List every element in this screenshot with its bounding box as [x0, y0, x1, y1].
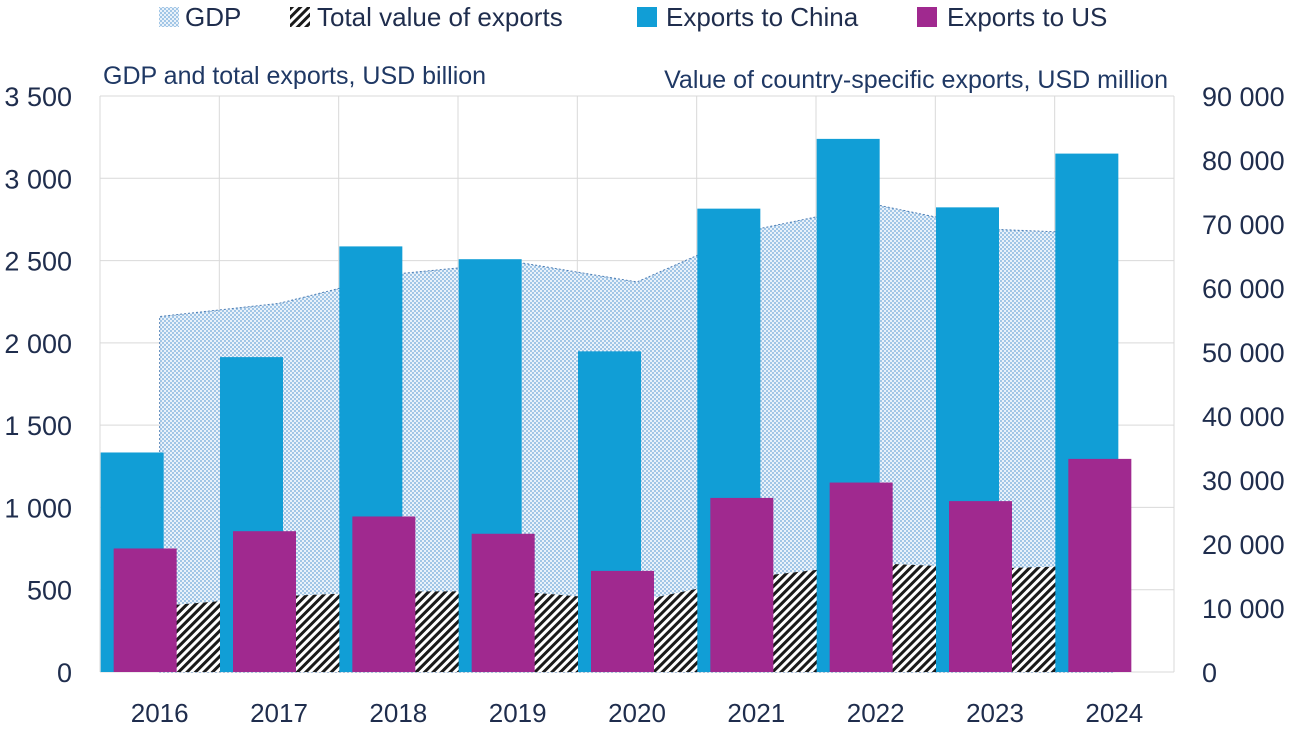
left-axis-title: GDP and total exports, USD billion: [103, 62, 486, 90]
bar-exports-us: [233, 531, 296, 672]
legend-swatch-gdp: [159, 7, 179, 27]
right-axis-ticks: 0 10 000 20 000 30 000 40 000 50 000 60 000 70 …: [1202, 82, 1285, 688]
legend-label-total-exports: Total value of exports: [317, 2, 563, 32]
right-tick-label: 50 000: [1202, 338, 1285, 368]
left-tick-label: 2 500: [4, 247, 72, 277]
legend-item-gdp: GDP: [159, 2, 241, 32]
right-tick-label: 10 000: [1202, 594, 1285, 624]
x-tick-label: 2019: [489, 698, 547, 728]
left-tick-label: 0: [57, 658, 72, 688]
x-axis-ticks: 2016 2017 2018 2019 2020 2021 2022 2023 2024: [131, 698, 1144, 728]
legend-label-exports-china: Exports to China: [666, 2, 859, 32]
x-tick-label: 2021: [727, 698, 785, 728]
legend-item-exports-china: Exports to China: [637, 2, 859, 32]
x-tick-label: 2020: [608, 698, 666, 728]
bar-exports-us: [829, 482, 893, 672]
bar-exports-us: [1068, 458, 1132, 672]
legend-label-exports-us: Exports to US: [947, 2, 1107, 32]
right-tick-label: 70 000: [1202, 210, 1285, 240]
right-tick-label: 80 000: [1202, 146, 1285, 176]
left-tick-label: 500: [27, 576, 72, 606]
legend-swatch-exports-china: [637, 7, 657, 27]
right-axis-title: Value of country-specific exports, USD m…: [664, 66, 1168, 94]
left-tick-label: 2 000: [4, 329, 72, 359]
left-tick-label: 1 000: [4, 493, 72, 523]
right-tick-label: 60 000: [1202, 274, 1285, 304]
right-tick-label: 30 000: [1202, 466, 1285, 496]
bar-exports-us: [591, 570, 654, 672]
x-tick-label: 2023: [966, 698, 1024, 728]
bar-exports-us: [471, 533, 535, 672]
x-tick-label: 2024: [1085, 698, 1143, 728]
legend-label-gdp: GDP: [185, 2, 241, 32]
legend: GDP Total value of exports Exports to Ch…: [159, 2, 1107, 32]
bar-exports-us: [352, 516, 416, 672]
left-tick-label: 1 500: [4, 411, 72, 441]
bar-exports-us: [949, 501, 1012, 672]
right-tick-label: 20 000: [1202, 530, 1285, 560]
right-tick-label: 0: [1202, 658, 1217, 688]
left-tick-label: 3 500: [4, 82, 72, 112]
bar-exports-us: [113, 548, 177, 672]
left-axis-ticks: 0 500 1 000 1 500 2 000 2 500 3 000 3 500: [4, 82, 72, 688]
x-tick-label: 2017: [250, 698, 308, 728]
legend-swatch-total-exports: [290, 7, 310, 27]
legend-swatch-exports-us: [917, 7, 937, 27]
right-tick-label: 40 000: [1202, 402, 1285, 432]
bar-layer: [100, 138, 1132, 673]
right-tick-label: 90 000: [1202, 82, 1285, 112]
bar-exports-us: [710, 497, 774, 672]
legend-item-exports-us: Exports to US: [917, 2, 1107, 32]
x-tick-label: 2022: [847, 698, 905, 728]
left-tick-label: 3 000: [4, 164, 72, 194]
legend-item-total-exports: Total value of exports: [290, 2, 563, 32]
x-tick-label: 2018: [369, 698, 427, 728]
x-tick-label: 2016: [131, 698, 189, 728]
